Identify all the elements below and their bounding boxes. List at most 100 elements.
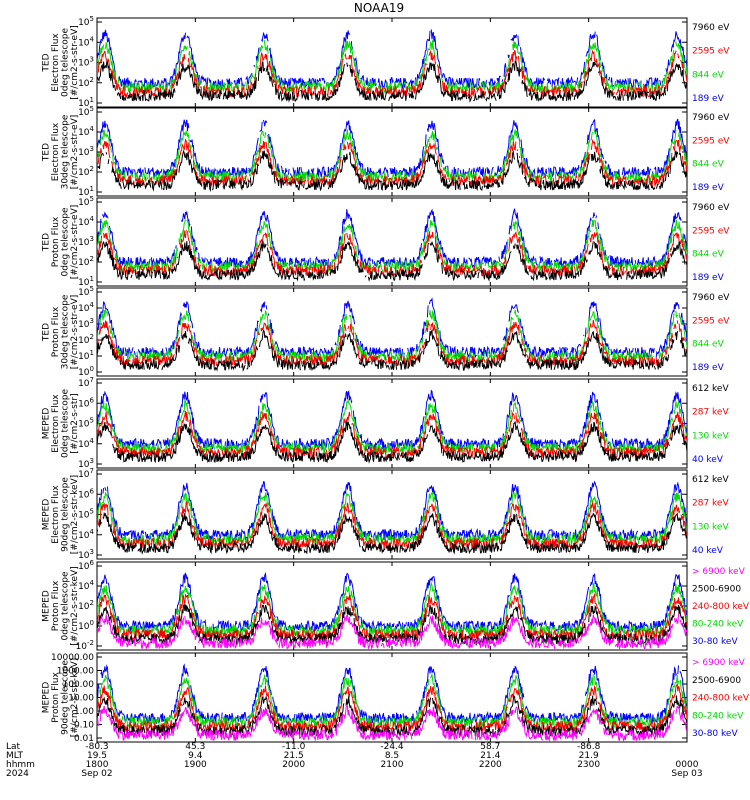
y-axis-label-line: Proton Flux (51, 306, 61, 357)
y-axis-label-line: MEPED (42, 682, 52, 714)
y-axis-label: MEPEDElectron Flux0deg telescope[#/cm2-s… (42, 389, 81, 459)
legend-entry: 2595 eV (692, 47, 730, 57)
y-axis-label-line: [#/cm2-s-str-keV] (70, 566, 80, 645)
legend-entry: 130 keV (692, 431, 729, 441)
y-axis-label-line: [#/cm2-s-str-keV] (70, 658, 80, 737)
y-tick-exponent: 1 (90, 185, 94, 193)
legend-entry: > 6900 keV (692, 658, 746, 668)
legend-entry: 844 eV (692, 70, 725, 80)
y-axis-label-line: 30deg telescope (61, 114, 71, 189)
y-axis-label: TEDElectron Flux0deg telescope[#/cm2-s-s… (42, 25, 81, 100)
y-tick-exponent: 3 (90, 56, 94, 64)
y-axis-label: MEPEDProton Flux90deg telescope[#/cm2-s-… (42, 658, 81, 737)
y-tick-label: 103 (78, 235, 94, 248)
y-axis-label-line: [#/cm2-s-str-eV] (70, 205, 80, 280)
y-axis-label-line: 0deg telescope (61, 207, 71, 277)
y-axis-label-line: Proton Flux (51, 672, 61, 723)
series-2595-ev (97, 138, 687, 188)
legend-entry: 189 eV (692, 273, 725, 283)
x-row-label: Lat (6, 742, 21, 752)
legend-entry: 844 eV (692, 160, 725, 170)
y-tick-label: 104 (78, 125, 94, 138)
y-axis-label-line: MEPED (42, 590, 52, 622)
y-tick-exponent: 3 (90, 317, 94, 325)
series-7960-ev (97, 60, 687, 103)
legend-entry: 189 eV (692, 183, 725, 193)
y-axis-label: TEDProton Flux0deg telescope[#/cm2-s-str… (42, 205, 81, 280)
x-tick-value: -86.8 (577, 742, 601, 752)
y-tick-exponent: 5 (90, 417, 94, 425)
y-tick-exponent: 5 (90, 285, 94, 293)
legend-entry: 30-80 keV (692, 637, 738, 647)
y-tick-label: 103 (78, 56, 94, 69)
y-axis-label-line: Proton Flux (51, 580, 61, 631)
plot-area (97, 29, 687, 103)
y-tick-exponent: 5 (90, 15, 94, 23)
y-tick-label: 10.00 (68, 694, 94, 704)
legend-entry: 287 keV (692, 499, 729, 509)
y-tick-label: 104 (78, 301, 94, 314)
y-tick-label: 102 (78, 255, 94, 268)
x-tick-value: 45.3 (185, 742, 205, 752)
plot-area (97, 663, 687, 742)
y-tick-label: 101 (78, 349, 94, 362)
legend-entry: 2595 eV (692, 226, 730, 236)
legend-entry: 7960 eV (692, 203, 730, 213)
legend-entry: 80-240 keV (692, 620, 744, 630)
x-tick-value: 1900 (184, 760, 207, 770)
x-tick-value: 2200 (479, 760, 502, 770)
plot-area (97, 297, 687, 372)
y-axis-label-line: Electron Flux (51, 33, 61, 92)
series-2595-ev (97, 49, 687, 99)
y-axis-label-line: TED (42, 53, 52, 72)
legend-entry: 240-800 keV (692, 694, 750, 704)
y-axis-label-line: Proton Flux (51, 216, 61, 267)
y-axis-label-line: 0deg telescope (61, 28, 71, 98)
legend-entry: 40 keV (692, 455, 724, 465)
x-tick-value: 0000 (676, 760, 699, 770)
plot-title: NOAA19 (354, 1, 404, 15)
y-axis-label-line: 0deg telescope (61, 571, 71, 641)
legend-entry: 189 eV (692, 363, 725, 373)
y-tick-exponent: 4 (90, 35, 95, 43)
y-axis-label-line: [#/cm2-s-str-keV] (70, 475, 80, 554)
y-tick-exponent: 4 (90, 215, 95, 223)
y-axis-label-line: [#/cm2-s-str] (70, 393, 80, 453)
legend-entry: 40 keV (692, 546, 724, 556)
y-tick-label: 106 (78, 487, 94, 500)
x-tick-value: 19.5 (87, 751, 107, 761)
y-tick-exponent: 3 (90, 235, 94, 243)
series-612-kev (97, 421, 687, 464)
y-tick-label: 103 (78, 145, 94, 158)
y-tick-exponent: 7 (90, 376, 94, 384)
y-tick-label: 106 (78, 396, 94, 409)
x-tick-value: -80.3 (85, 742, 108, 752)
y-tick-label: 104 (78, 437, 94, 450)
y-tick-exponent: 4 (90, 301, 95, 309)
y-tick-label: 104 (78, 528, 94, 541)
y-axis-label-line: 90deg telescope (61, 660, 71, 735)
x-tick-value: 2100 (381, 760, 404, 770)
series-7960-ev (97, 240, 687, 282)
legend-entry: 2595 eV (692, 136, 730, 146)
x-tick-value: Sep 03 (671, 769, 702, 779)
y-tick-label: 102 (78, 165, 94, 178)
y-tick-label: 100 (78, 619, 94, 632)
series-7960-ev (97, 329, 687, 372)
y-axis-label-line: [#/cm2-s-str-eV] (70, 295, 80, 370)
x-tick-value: 9.4 (188, 751, 203, 761)
legend-entry: 80-240 keV (692, 711, 744, 721)
y-tick-exponent: 6 (90, 396, 95, 404)
y-tick-label: 10000.00 (51, 653, 94, 663)
y-tick-exponent: 1 (90, 96, 94, 104)
x-tick-value: 8.5 (385, 751, 399, 761)
legend-entry: 189 eV (692, 94, 725, 104)
legend-entry: 240-800 keV (692, 602, 750, 612)
